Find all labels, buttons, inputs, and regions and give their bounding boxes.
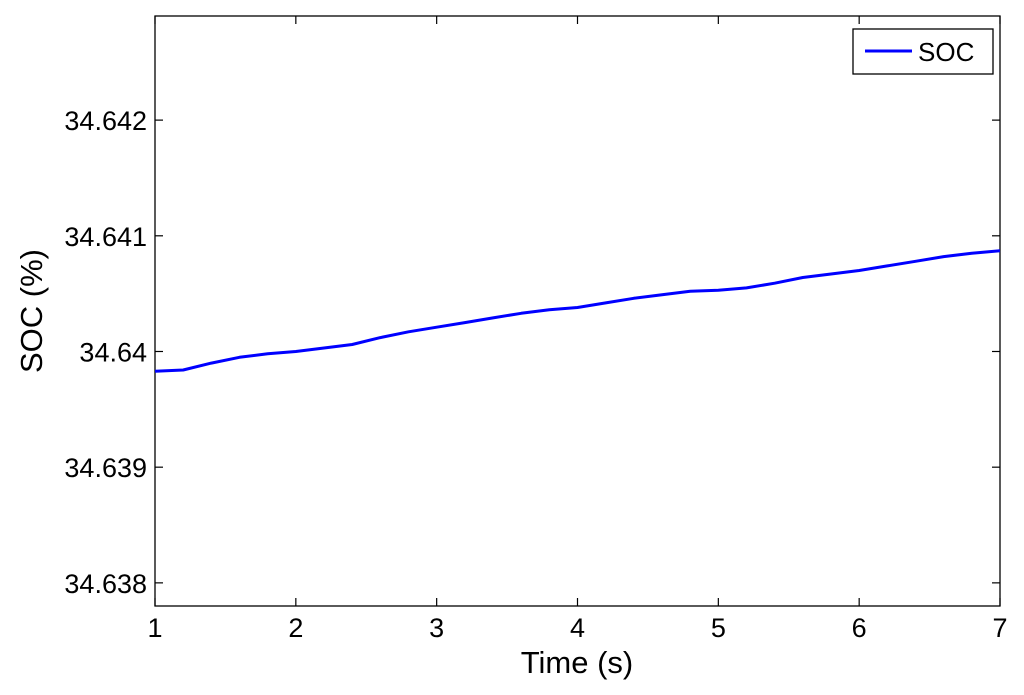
axis-ticks: 1 2 3 4 5 6 7 34.638 34.639 34.64 34.641 34.642 <box>64 16 1008 643</box>
y-tick-label: 34.64 <box>79 337 147 367</box>
y-tick-label: 34.639 <box>64 453 147 483</box>
y-tick-label: 34.642 <box>64 106 147 136</box>
x-tick-label: 6 <box>852 613 867 643</box>
x-tick-label: 1 <box>147 613 162 643</box>
x-tick-label: 2 <box>288 613 303 643</box>
x-tick-label: 7 <box>992 613 1007 643</box>
y-axis-label: SOC (%) <box>14 249 49 373</box>
x-tick-label: 3 <box>429 613 444 643</box>
y-tick-label: 34.641 <box>64 222 147 252</box>
plot-area <box>154 15 1001 607</box>
legend: SOC <box>852 28 994 75</box>
y-tick-label: 34.638 <box>64 569 147 599</box>
series-group <box>154 249 1001 373</box>
series-line-soc <box>154 249 1001 373</box>
legend-label-soc: SOC <box>918 37 974 67</box>
x-tick-label: 4 <box>570 613 585 643</box>
x-axis-label: Time (s) <box>521 645 634 680</box>
x-tick-label: 5 <box>711 613 726 643</box>
